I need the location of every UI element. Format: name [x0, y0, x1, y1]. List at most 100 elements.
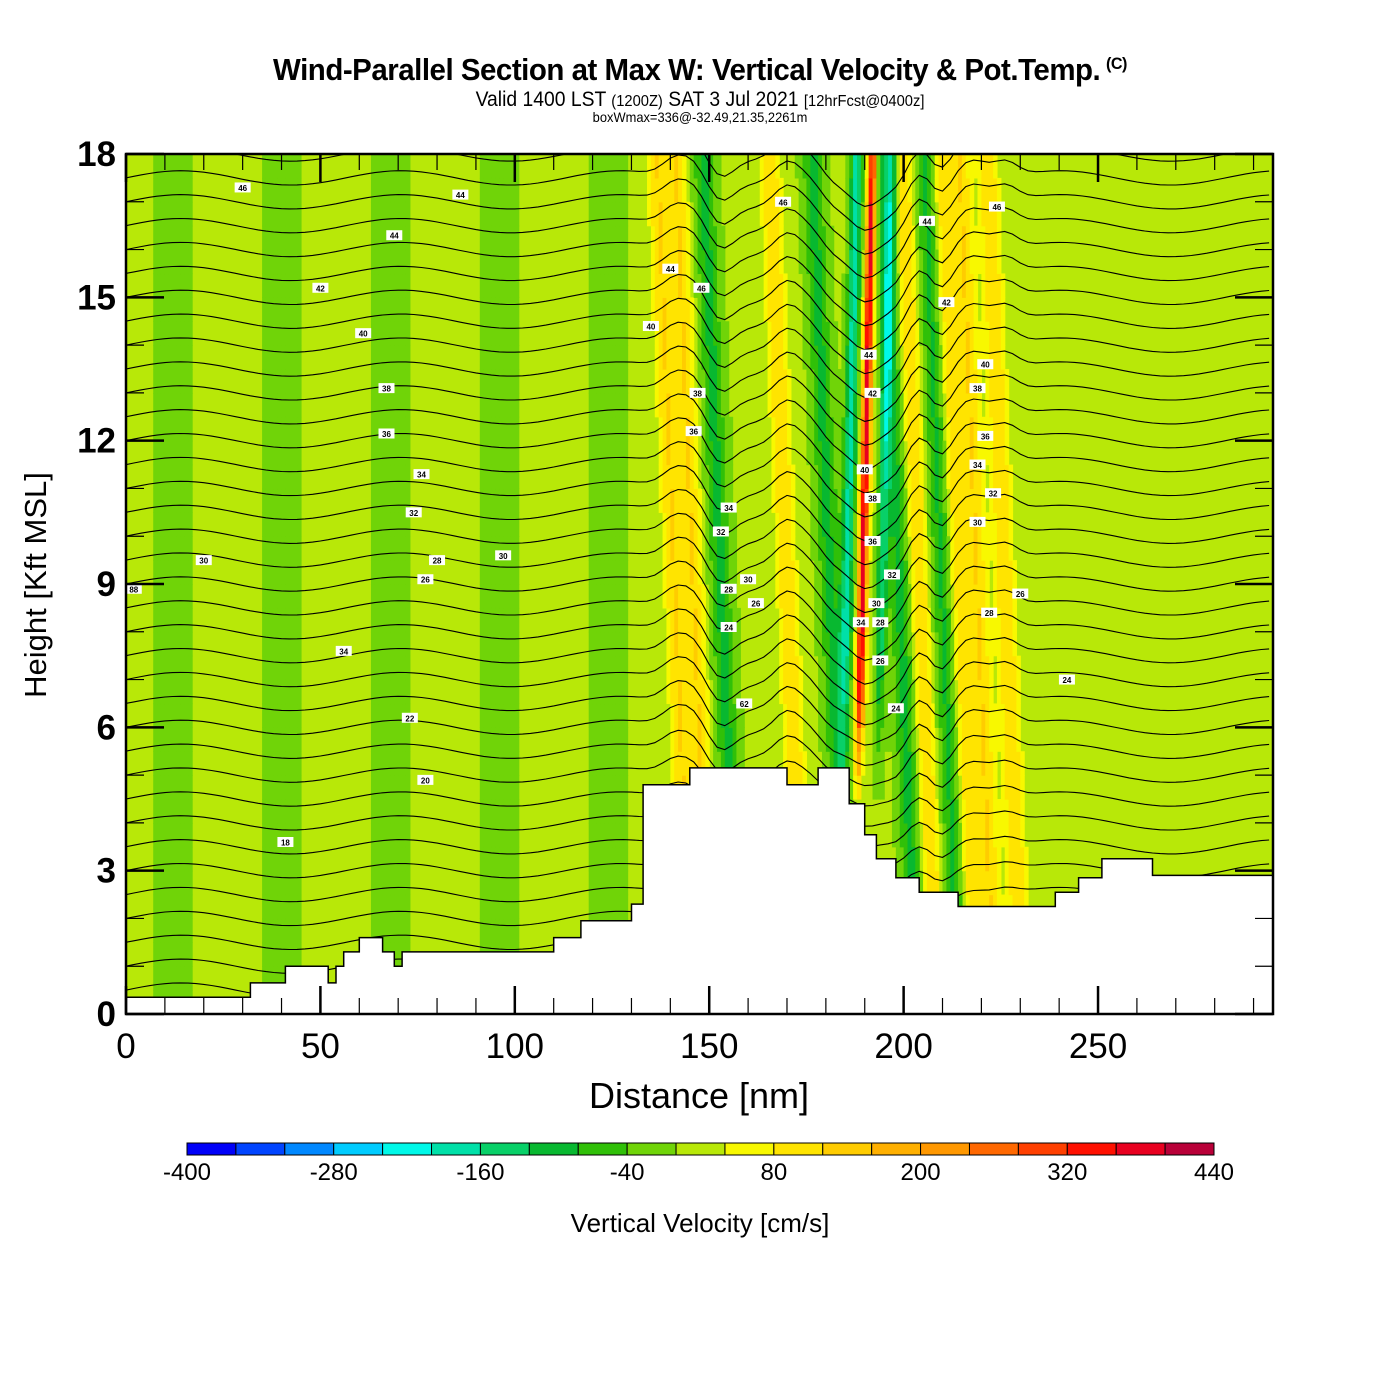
- velocity-cell: [168, 822, 174, 848]
- velocity-cell: [849, 703, 854, 728]
- velocity-cell: [1008, 751, 1014, 776]
- velocity-cell: [164, 607, 170, 633]
- velocity-cell: [853, 464, 858, 490]
- velocity-cell: [930, 369, 936, 394]
- x-tick-label: 150: [680, 1027, 738, 1066]
- velocity-cell: [720, 512, 726, 537]
- velocity-cell: [868, 512, 874, 537]
- velocity-cell: [262, 512, 267, 537]
- velocity-cell: [612, 464, 617, 490]
- velocity-cell: [157, 631, 162, 657]
- velocity-cell: [845, 464, 850, 490]
- velocity-cell: [969, 488, 975, 513]
- velocity-cell: [942, 154, 947, 179]
- velocity-cell: [650, 177, 656, 203]
- velocity-cell: [297, 536, 302, 561]
- velocity-cell: [985, 392, 990, 418]
- contour-label-bg: [977, 359, 994, 370]
- velocity-cell: [153, 154, 158, 179]
- velocity-cell: [728, 703, 734, 728]
- velocity-cell: [390, 321, 395, 346]
- velocity-cell: [930, 560, 936, 585]
- velocity-cell: [720, 249, 726, 275]
- velocity-cell: [514, 775, 520, 800]
- velocity-cell: [961, 201, 967, 227]
- velocity-cell: [689, 751, 695, 776]
- velocity-cell: [265, 560, 271, 585]
- velocity-cell: [503, 392, 508, 418]
- velocity-cell: [479, 249, 485, 275]
- velocity-cell: [713, 440, 718, 466]
- velocity-cell: [849, 607, 854, 633]
- velocity-cell: [619, 464, 625, 490]
- velocity-cell: [884, 440, 889, 466]
- velocity-cell: [864, 440, 870, 466]
- velocity-cell: [849, 464, 854, 490]
- velocity-cell: [510, 154, 516, 179]
- velocity-cell: [269, 679, 275, 705]
- velocity-cell: [845, 679, 850, 705]
- velocity-cell: [491, 655, 496, 681]
- velocity-cell: [973, 870, 979, 896]
- velocity-cell: [845, 655, 850, 681]
- contour-label-text: 30: [744, 576, 753, 585]
- velocity-cell: [1000, 751, 1006, 776]
- velocity-cell: [926, 846, 932, 872]
- velocity-cell: [612, 846, 617, 872]
- velocity-cell: [989, 703, 994, 728]
- velocity-cell: [841, 440, 846, 466]
- velocity-cell: [184, 846, 189, 872]
- velocity-cell: [678, 345, 683, 370]
- velocity-cell: [1000, 392, 1006, 418]
- velocity-cell: [771, 273, 776, 298]
- velocity-cell: [856, 655, 862, 681]
- velocity-cell: [394, 392, 399, 418]
- velocity-cell: [895, 607, 901, 633]
- velocity-cell: [911, 536, 916, 561]
- contour-label-text: 36: [868, 538, 877, 547]
- contour-label: 18: [277, 837, 294, 848]
- velocity-cell: [814, 273, 819, 298]
- velocity-cell: [285, 727, 290, 752]
- velocity-cell: [662, 225, 668, 251]
- velocity-cell: [876, 321, 881, 346]
- velocity-cell: [390, 201, 395, 227]
- velocity-cell: [821, 488, 827, 513]
- velocity-cell: [682, 440, 687, 466]
- velocity-cell: [825, 321, 831, 346]
- velocity-cell: [293, 321, 298, 346]
- colorbar-swatch: [1066, 1142, 1117, 1156]
- velocity-cell: [771, 201, 776, 227]
- velocity-cell: [503, 416, 508, 442]
- velocity-cell: [285, 297, 290, 322]
- velocity-cell: [510, 249, 516, 275]
- velocity-cell: [370, 416, 376, 442]
- velocity-cell: [849, 584, 854, 609]
- velocity-cell: [837, 512, 843, 537]
- velocity-cell: [833, 560, 839, 585]
- velocity-cell: [798, 201, 804, 227]
- velocity-cell: [382, 655, 388, 681]
- velocity-cell: [849, 345, 854, 370]
- velocity-cell: [160, 488, 166, 513]
- contour-label-bg: [720, 583, 737, 594]
- velocity-cell: [285, 249, 290, 275]
- velocity-cell: [685, 703, 691, 728]
- velocity-cell: [592, 321, 598, 346]
- velocity-cell: [876, 249, 881, 275]
- velocity-cell: [666, 321, 671, 346]
- velocity-cell: [950, 870, 955, 896]
- velocity-cell: [495, 321, 500, 346]
- velocity-cell: [969, 416, 975, 442]
- velocity-cell: [588, 201, 594, 227]
- velocity-cell: [919, 751, 924, 776]
- velocity-cell: [402, 392, 407, 418]
- velocity-cell: [499, 727, 504, 752]
- velocity-cell: [693, 225, 699, 251]
- velocity-cell: [783, 584, 788, 609]
- velocity-cell: [915, 321, 920, 346]
- contour-label: 34: [852, 617, 869, 628]
- velocity-cell: [168, 321, 174, 346]
- velocity-cell: [697, 631, 703, 657]
- velocity-cell: [989, 488, 994, 513]
